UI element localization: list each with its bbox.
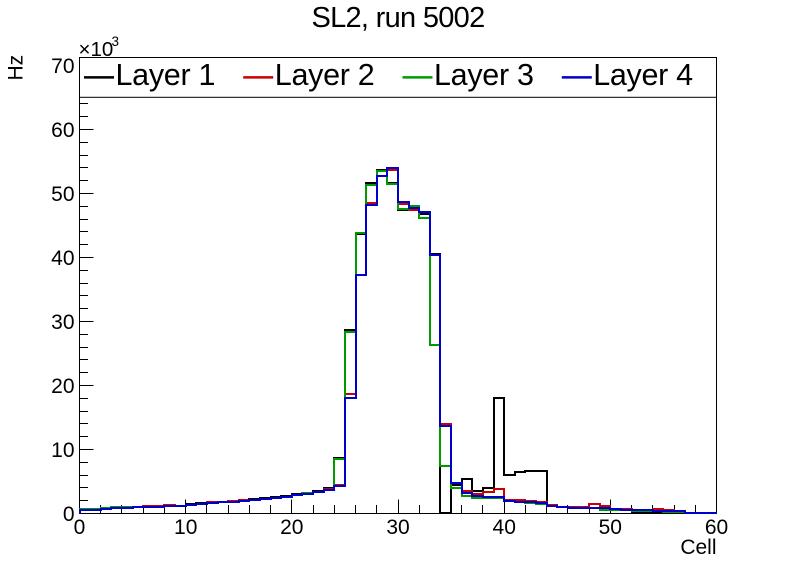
svg-text:×10: ×10 [79,38,114,61]
svg-text:30: 30 [51,311,74,334]
svg-text:Layer 4: Layer 4 [593,58,693,92]
svg-text:3: 3 [112,34,120,49]
svg-text:Cell: Cell [680,536,716,559]
svg-text:10: 10 [174,516,197,539]
svg-text:SL2, run 5002: SL2, run 5002 [311,2,484,34]
svg-text:50: 50 [51,183,74,206]
svg-text:60: 60 [705,516,728,539]
svg-text:Layer 2: Layer 2 [275,58,375,92]
svg-text:50: 50 [599,516,622,539]
svg-text:70: 70 [51,55,74,78]
svg-text:Hz: Hz [5,55,28,81]
svg-text:40: 40 [51,247,74,270]
svg-text:40: 40 [493,516,516,539]
svg-text:0: 0 [74,516,86,539]
svg-text:60: 60 [51,119,74,142]
svg-text:0: 0 [63,503,75,526]
svg-text:Layer 3: Layer 3 [434,58,534,92]
svg-text:20: 20 [280,516,303,539]
svg-text:10: 10 [51,439,74,462]
svg-text:Layer 1: Layer 1 [116,58,216,92]
svg-text:30: 30 [386,516,409,539]
svg-text:20: 20 [51,375,74,398]
